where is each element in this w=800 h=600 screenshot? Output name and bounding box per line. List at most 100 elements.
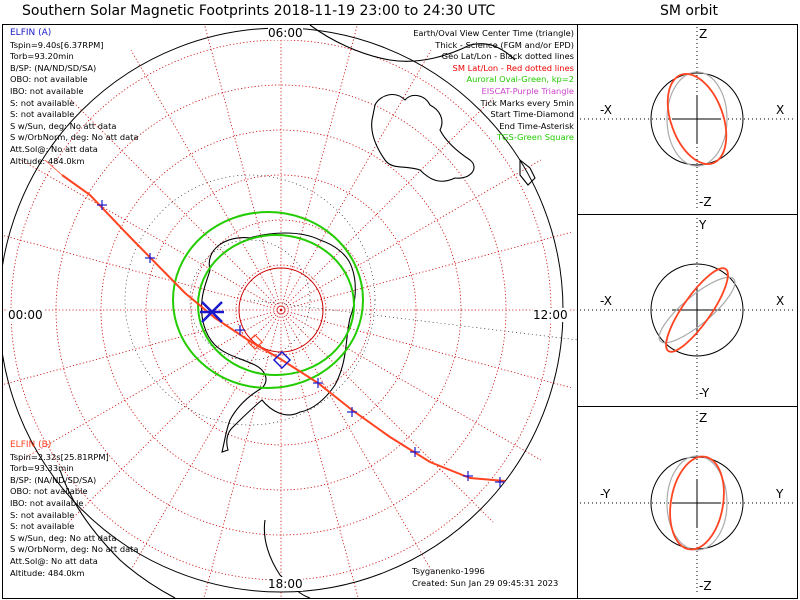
elfin_a-line: S: not available bbox=[10, 97, 75, 108]
antarctica-coastline bbox=[201, 232, 356, 453]
australia-coastline bbox=[371, 94, 475, 182]
orbit-axis-label-right: Y bbox=[776, 487, 784, 501]
elfin-a-orbit bbox=[666, 71, 728, 167]
legend: Earth/Oval View Center Time (triangle) Th… bbox=[413, 28, 574, 144]
sm-lat-circle bbox=[190, 219, 372, 401]
time-label-bottom: 18:00 bbox=[268, 577, 303, 591]
legend-entry: Geo Lat/Lon - Black dotted lines bbox=[441, 51, 574, 62]
elfin-a-ticks bbox=[97, 200, 505, 487]
orbit-axis-label-top: Z bbox=[699, 27, 708, 41]
earth-circle bbox=[650, 72, 744, 166]
africa-coastline bbox=[59, 469, 176, 598]
elfin_a-line: Tspin=9.40s[6.37RPM] bbox=[10, 39, 104, 50]
elfin-a-tick-mark bbox=[313, 378, 323, 388]
elfin_a-line: Att.Sol@: No att data bbox=[10, 143, 98, 154]
credits-created: Created: Sun Jan 29 09:45:31 2023 bbox=[412, 578, 559, 588]
legend-entry: TGS-Green Square bbox=[496, 132, 574, 143]
sm-lon-line bbox=[130, 49, 282, 311]
elfin-b-orbit bbox=[665, 267, 729, 353]
legend-entry: End Time-Asterisk bbox=[499, 120, 574, 131]
elfin-b-info: ELFIN (B) Tspin=2.32s[25.81RPM] Torb=93.3… bbox=[10, 440, 139, 579]
elfin-b-details: Tspin=2.32s[25.81RPM] Torb=93.33min B/SP: … bbox=[10, 452, 139, 580]
geo-grid bbox=[124, 174, 577, 426]
orbit-panels bbox=[580, 27, 796, 595]
orbit-panel bbox=[580, 411, 796, 595]
elfin-b-track bbox=[61, 174, 506, 482]
sm-lon-line bbox=[203, 309, 282, 598]
orbit-panel-frame-3 bbox=[577, 406, 798, 599]
sm-lon-line bbox=[280, 309, 494, 523]
elfin-a-start-diamond bbox=[272, 350, 292, 370]
elfin_a-line: Torb=93.20min bbox=[10, 51, 74, 62]
elfin_b-line: Att.Sol@: No att data bbox=[10, 555, 98, 566]
elfin-a-tick-mark bbox=[347, 407, 357, 417]
elfin_a-line: Altitude: 484.0km bbox=[10, 155, 85, 166]
elfin_a-line: B/SP: (NA/ND/SD/SA) bbox=[10, 62, 97, 73]
orbit-axis-label-left: -X bbox=[600, 294, 612, 308]
sm-lat-circle bbox=[145, 174, 417, 446]
sm-lon-line bbox=[280, 309, 359, 598]
elfin-b-name: ELFIN (B) bbox=[10, 440, 52, 450]
sm-lon-line bbox=[3, 235, 282, 311]
sm-lon-line bbox=[280, 159, 542, 311]
orbit-axis-label-bottom: -Z bbox=[699, 579, 712, 593]
elfin_a-line: S w/Sun, deg: No att data bbox=[10, 120, 117, 131]
orbit-axis-label-bottom: -Z bbox=[699, 195, 712, 209]
orbit-axis-label-bottom: -Y bbox=[699, 386, 710, 400]
sm-longitude-grid bbox=[3, 25, 577, 598]
elfin-a-tick-mark bbox=[410, 447, 420, 457]
sm-lon-line bbox=[280, 309, 571, 389]
asia-coastline bbox=[309, 25, 516, 62]
new-zealand-coastline bbox=[519, 158, 536, 186]
elfin_b-line: S: not available bbox=[10, 521, 75, 532]
elfin-a-info: ELFIN (A) Tspin=9.40s[6.37RPM] Torb=93.20… bbox=[10, 28, 139, 167]
sm-lon-line bbox=[3, 309, 282, 385]
sm-lon-line bbox=[204, 25, 282, 311]
elfin-a-tick-mark bbox=[97, 200, 107, 210]
elfin-a-tick-mark bbox=[145, 253, 155, 263]
elfin-b-start-diamond bbox=[247, 334, 263, 350]
elfin_b-line: Torb=93.33min bbox=[10, 463, 74, 474]
elfin_b-line: Tspin=2.32s[25.81RPM] bbox=[10, 451, 109, 462]
time-label-left: 00:00 bbox=[8, 308, 43, 322]
earth-circle bbox=[650, 263, 744, 357]
coastlines bbox=[59, 25, 536, 598]
orbit-axis-label-left: -X bbox=[600, 103, 612, 117]
elfin_b-line: OBO: not available bbox=[10, 486, 88, 497]
elfin-a-name: ELFIN (A) bbox=[10, 28, 52, 38]
elfin-a-end-asterisk bbox=[200, 301, 224, 323]
elfin_b-line: S w/Sun, deg: No att data bbox=[10, 532, 117, 543]
sm-lon-line bbox=[130, 309, 282, 571]
elfin-b-orbit bbox=[669, 455, 725, 551]
orbit-axis-label-top: Z bbox=[699, 411, 708, 425]
sm-lon-line bbox=[280, 97, 494, 311]
time-label-right: 12:00 bbox=[533, 308, 568, 322]
elfin-a-tick-mark bbox=[235, 325, 245, 335]
elfin-a-tick-mark bbox=[463, 471, 473, 481]
orbit-axis-label-left: -Y bbox=[600, 487, 611, 501]
orbit-panel bbox=[580, 218, 796, 402]
orbit-axis-label-right: X bbox=[776, 294, 785, 308]
elfin-a-tick-mark bbox=[495, 477, 505, 487]
sm-lon-line bbox=[280, 25, 358, 311]
sm-lon-line bbox=[20, 309, 282, 461]
elfin_a-line: IBO: not available bbox=[10, 85, 84, 96]
geo-lat-circle bbox=[189, 239, 311, 361]
orbit-panel bbox=[580, 27, 796, 211]
elfin_b-line: B/SP: (NA/ND/SD/SA) bbox=[10, 474, 97, 485]
elfin_a-line: OBO: not available bbox=[10, 74, 88, 85]
legend-entry: Start Time-Diamond bbox=[490, 109, 574, 120]
elfin_b-line: S w/OrbNorm, deg: No att data bbox=[10, 544, 139, 555]
orbit-axis-label-right: X bbox=[776, 103, 785, 117]
sm-lon-line bbox=[68, 97, 282, 311]
legend-entry: Earth/Oval View Center Time (triangle) bbox=[413, 28, 574, 38]
elfin-b-orbit bbox=[666, 73, 728, 165]
sm-lon-line bbox=[280, 309, 432, 571]
elfin_a-line: S w/OrbNorm, deg: No att data bbox=[10, 132, 139, 143]
orbit-title: SM orbit bbox=[660, 3, 719, 19]
main-title: Southern Solar Magnetic Footprints 2018-… bbox=[22, 3, 496, 19]
legend-entry: Tick Marks every 5min bbox=[480, 97, 574, 108]
elfin_b-line: IBO: not available bbox=[10, 497, 84, 508]
elfin-a-orbit bbox=[666, 455, 728, 551]
legend-entry: SM Lat/Lon - Red dotted lines bbox=[452, 62, 574, 73]
